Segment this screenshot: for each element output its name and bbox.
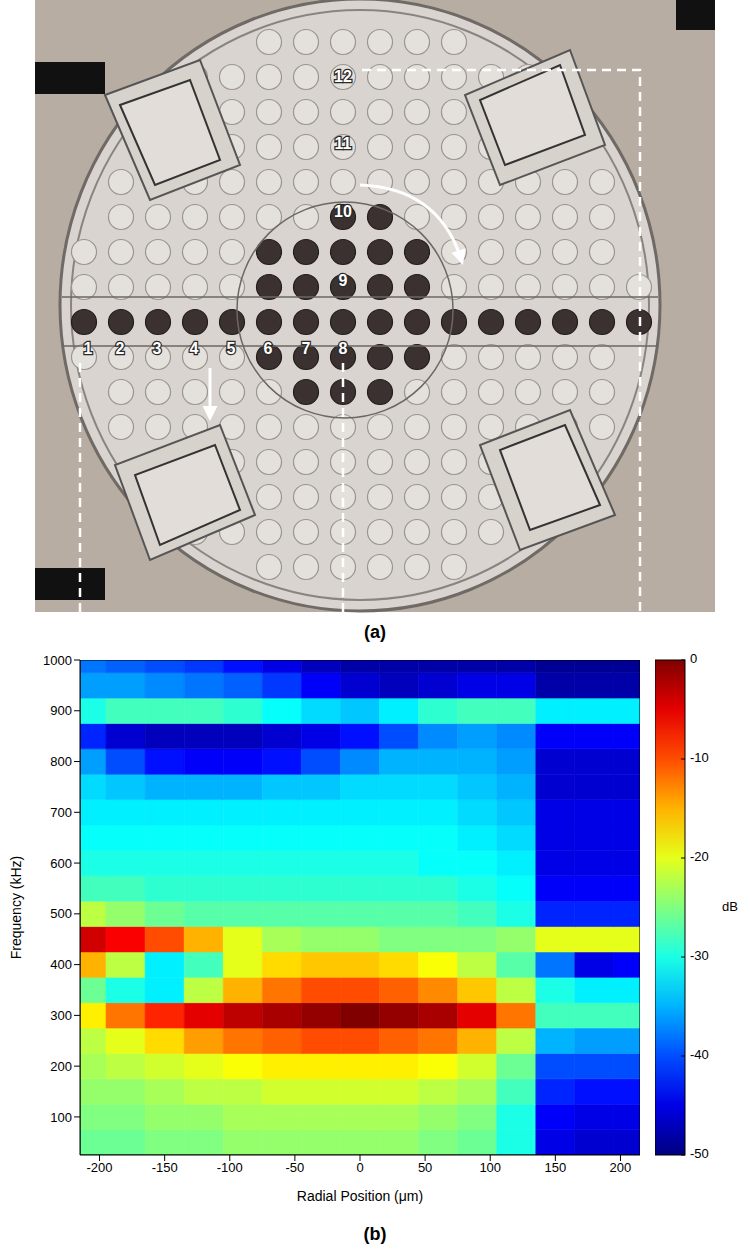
html-text:(b): (b) [363,1224,387,1244]
svg-text:-10: -10 [690,750,709,765]
svg-text:-30: -30 [690,948,709,963]
svg-text:5: 5 [227,340,236,357]
svg-text:8: 8 [339,340,348,357]
svg-text:700: 700 [50,805,72,820]
svg-text:Frequency (kHz): Frequency (kHz) [8,856,24,959]
svg-text:300: 300 [50,1008,72,1023]
svg-text:1000: 1000 [43,653,72,668]
svg-text:-40: -40 [690,1047,709,1062]
svg-text:200: 200 [610,1160,632,1175]
svg-text:-100: -100 [217,1160,243,1175]
svg-text:50: 50 [418,1160,432,1175]
svg-text:Radial Position (μm): Radial Position (μm) [297,1188,423,1204]
svg-text:-50: -50 [285,1160,304,1175]
svg-text:600: 600 [50,856,72,871]
svg-text:-20: -20 [690,849,709,864]
svg-text:900: 900 [50,703,72,718]
svg-text:400: 400 [50,957,72,972]
svg-text:12: 12 [334,68,352,85]
svg-text:-50: -50 [690,1146,709,1161]
svg-text:3: 3 [153,340,162,357]
svg-text:1: 1 [84,340,93,357]
svg-text:-200: -200 [87,1160,113,1175]
svg-text:0: 0 [356,1160,363,1175]
svg-text:10: 10 [334,203,352,220]
svg-text:500: 500 [50,906,72,921]
svg-text:6: 6 [264,340,273,357]
svg-text:2: 2 [116,340,125,357]
svg-text:200: 200 [50,1059,72,1074]
svg-text:dB: dB [722,899,738,914]
svg-text:100: 100 [479,1160,501,1175]
svg-text:9: 9 [339,272,348,289]
svg-text:150: 150 [544,1160,566,1175]
svg-text:7: 7 [302,340,311,357]
svg-text:4: 4 [190,340,199,357]
svg-text:-150: -150 [152,1160,178,1175]
svg-text:11: 11 [335,135,352,152]
svg-text:0: 0 [690,651,697,666]
svg-text:100: 100 [50,1110,72,1125]
svg-text:(a): (a) [364,622,386,642]
svg-text:800: 800 [50,754,72,769]
